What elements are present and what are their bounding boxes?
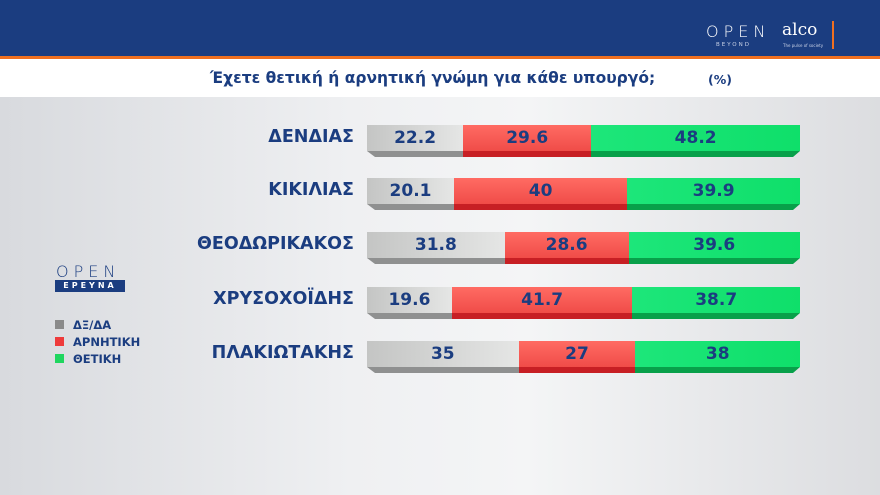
segment-dkna: 19.6 bbox=[367, 287, 452, 319]
value-label: 22.2 bbox=[394, 128, 437, 148]
segment-dkna: 22.2 bbox=[367, 125, 464, 157]
segment-negative: 27 bbox=[518, 341, 636, 373]
chart-row: ΘΕΟΔΩΡΙΚΑΚΟΣ 31.8 28.6 39.6 bbox=[0, 228, 880, 268]
stacked-bar: 31.8 28.6 39.6 bbox=[367, 232, 800, 264]
value-label: 41.7 bbox=[521, 290, 564, 310]
legend: ΔΞ/ΔΑ ΑΡΝΗΤΙΚΗ ΘΕΤΙΚΗ bbox=[55, 316, 140, 367]
legend-swatch-red bbox=[55, 337, 64, 346]
value-label: 19.6 bbox=[388, 290, 431, 310]
value-label: 35 bbox=[430, 344, 455, 364]
segment-positive: 39.6 bbox=[628, 232, 800, 264]
minister-name: ΧΡΥΣΟΧΟΪΔΗΣ bbox=[213, 289, 354, 309]
stacked-bar: 19.6 41.7 38.7 bbox=[367, 287, 800, 319]
value-label: 38 bbox=[705, 344, 730, 364]
alco-logo: alco bbox=[782, 20, 818, 40]
stacked-bar: 20.1 40 39.9 bbox=[367, 178, 800, 210]
chart-row: ΚΙΚΙΛΙΑΣ 20.1 40 39.9 bbox=[0, 174, 880, 214]
legend-item-negative: ΑΡΝΗΤΙΚΗ bbox=[55, 333, 140, 350]
value-label: 40 bbox=[528, 181, 553, 201]
segment-negative: 29.6 bbox=[463, 125, 592, 157]
legend-label: ΘΕΤΙΚΗ bbox=[73, 351, 122, 366]
minister-name: ΚΙΚΙΛΙΑΣ bbox=[268, 180, 354, 200]
legend-item-dkna: ΔΞ/ΔΑ bbox=[55, 316, 140, 333]
legend-item-positive: ΘΕΤΙΚΗ bbox=[55, 350, 140, 367]
chart-row: ΔΕΝΔΙΑΣ 22.2 29.6 48.2 bbox=[0, 121, 880, 161]
chart-title: Έχετε θετική ή αρνητική γνώμη για κάθε υ… bbox=[210, 69, 656, 87]
value-label: 27 bbox=[565, 344, 589, 364]
beyond-label: BEYOND bbox=[716, 42, 751, 48]
legend-label: ΑΡΝΗΤΙΚΗ bbox=[73, 334, 141, 349]
header-bar: OPEN BEYOND alco The pulse of society bbox=[0, 0, 880, 59]
value-label: 38.7 bbox=[695, 290, 738, 310]
segment-negative: 40 bbox=[454, 178, 628, 210]
value-label: 39.9 bbox=[692, 181, 735, 201]
chart-row: ΧΡΥΣΟΧΟΪΔΗΣ 19.6 41.7 38.7 bbox=[0, 283, 880, 323]
open-ereuna-logo: OPEN bbox=[56, 262, 121, 281]
segment-positive: 38 bbox=[635, 341, 800, 373]
minister-name: ΠΛΑΚΙΩΤΑΚΗΣ bbox=[211, 343, 354, 363]
value-label: 39.6 bbox=[693, 235, 736, 255]
minister-name: ΘΕΟΔΩΡΙΚΑΚΟΣ bbox=[197, 234, 354, 254]
segment-dkna: 20.1 bbox=[367, 178, 455, 210]
value-label: 31.8 bbox=[414, 235, 457, 255]
open-logo: OPEN bbox=[706, 22, 771, 41]
value-label: 29.6 bbox=[506, 128, 549, 148]
legend-swatch-green bbox=[55, 354, 64, 363]
segment-positive: 39.9 bbox=[627, 178, 800, 210]
segment-positive: 48.2 bbox=[591, 125, 800, 157]
divider-accent bbox=[832, 21, 834, 49]
segment-negative: 28.6 bbox=[504, 232, 629, 264]
value-label: 20.1 bbox=[389, 181, 432, 201]
legend-label: ΔΞ/ΔΑ bbox=[73, 317, 112, 332]
value-label: 48.2 bbox=[674, 128, 717, 148]
segment-dkna: 31.8 bbox=[367, 232, 505, 264]
ereuna-badge: ΕΡΕΥΝΑ bbox=[55, 280, 125, 292]
minister-name: ΔΕΝΔΙΑΣ bbox=[268, 127, 354, 147]
stacked-bar: 35 27 38 bbox=[367, 341, 800, 373]
alco-tagline: The pulse of society bbox=[783, 43, 824, 48]
stacked-bar: 22.2 29.6 48.2 bbox=[367, 125, 800, 157]
segment-positive: 38.7 bbox=[632, 287, 800, 319]
chart-row: ΠΛΑΚΙΩΤΑΚΗΣ 35 27 38 bbox=[0, 337, 880, 377]
segment-dkna: 35 bbox=[367, 341, 519, 373]
legend-swatch-gray bbox=[55, 320, 64, 329]
unit-label: (%) bbox=[708, 72, 732, 87]
value-label: 28.6 bbox=[545, 235, 588, 255]
segment-negative: 41.7 bbox=[451, 287, 633, 319]
title-bar bbox=[0, 59, 880, 97]
